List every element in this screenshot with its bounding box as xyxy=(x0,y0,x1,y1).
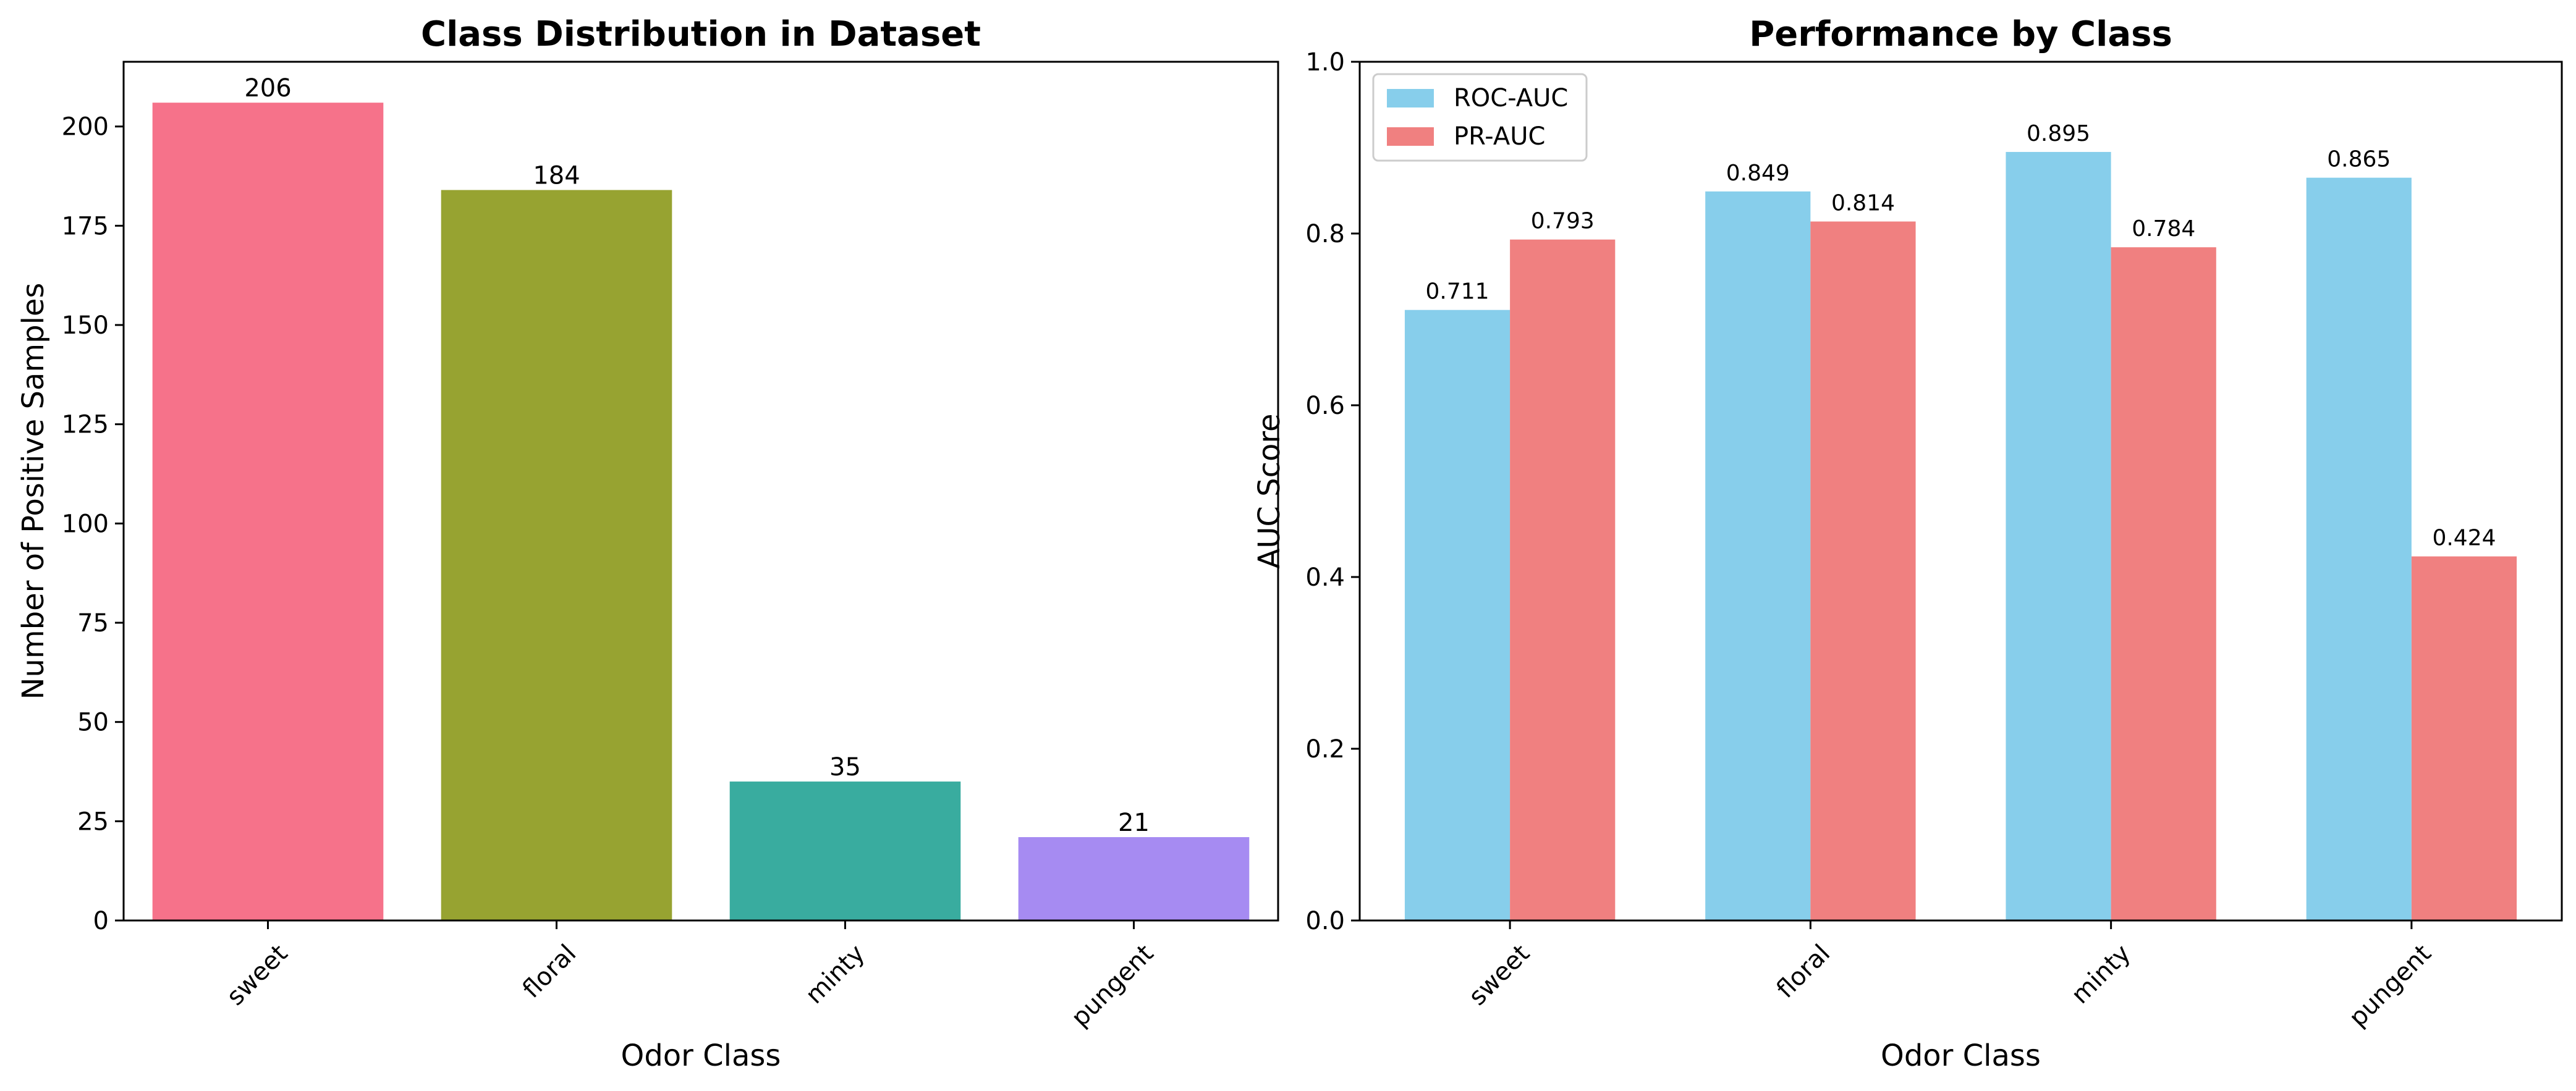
bar-roc-auc-floral xyxy=(1705,191,1811,920)
bar-roc-auc-minty xyxy=(2006,151,2111,921)
y-tick-label: 1.0 xyxy=(1305,48,1345,77)
y-tick-label: 0.4 xyxy=(1305,563,1345,592)
x-tick-label-minty: minty xyxy=(2066,939,2137,1009)
x-tick-label-sweet: sweet xyxy=(221,939,293,1011)
y-tick-label: 0.0 xyxy=(1305,907,1345,935)
x-tick-label-pungent: pungent xyxy=(1066,939,1159,1032)
bar-sweet xyxy=(152,103,384,921)
data-label-pr-auc-minty: 0.784 xyxy=(2132,216,2195,242)
performance-by-class-chart: 0.711 0.849 0.895 0.865 0.793 0.814 0.784 0.424… xyxy=(1252,14,2563,1073)
plot-frame xyxy=(1358,61,2563,922)
x-tick-label-floral: floral xyxy=(517,939,582,1003)
data-label-roc-auc-floral: 0.849 xyxy=(1726,161,1790,186)
data-label-pr-auc-pungent: 0.424 xyxy=(2432,526,2496,551)
bar-pr-auc-minty xyxy=(2111,247,2216,920)
bar-pr-auc-pungent xyxy=(2411,556,2517,920)
y-tick-label: 50 xyxy=(77,709,109,737)
data-label-sweet: 206 xyxy=(244,74,291,103)
data-label-roc-auc-sweet: 0.711 xyxy=(1426,279,1489,305)
y-tick-label: 0.2 xyxy=(1305,735,1345,764)
bar-roc-auc-pungent xyxy=(2306,177,2412,920)
y-tick-label: 0.8 xyxy=(1305,220,1345,248)
y-tick-label: 100 xyxy=(62,510,109,538)
bar-minty xyxy=(729,781,961,920)
y-tick-label: 0 xyxy=(93,907,109,935)
x-tick-label-minty: minty xyxy=(800,939,871,1009)
data-label-pr-auc-sweet: 0.793 xyxy=(1531,209,1595,234)
y-tick-label: 175 xyxy=(62,212,109,240)
legend: ROC-AUC PR-AUC xyxy=(1372,73,1588,162)
legend-label-pr-auc: PR-AUC xyxy=(1454,122,1545,151)
bar-pr-auc-sweet xyxy=(1510,239,1616,921)
y-tick-label: 25 xyxy=(77,807,109,836)
bar-roc-auc-sweet xyxy=(1404,310,1510,921)
data-label-pungent: 21 xyxy=(1118,809,1150,837)
y-axis-label: AUC Score xyxy=(1252,413,1287,568)
y-tick-label: 75 xyxy=(77,609,109,638)
legend-swatch-roc-auc xyxy=(1387,89,1434,107)
data-label-pr-auc-floral: 0.814 xyxy=(1831,191,1895,216)
chart-title: Class Distribution in Dataset xyxy=(421,14,981,54)
bar-pr-auc-floral xyxy=(1810,221,1916,920)
legend-swatch-pr-auc xyxy=(1387,127,1434,146)
data-label-roc-auc-pungent: 0.865 xyxy=(2327,147,2391,172)
x-axis-label: Odor Class xyxy=(1881,1038,2041,1073)
chart-title: Performance by Class xyxy=(1749,14,2172,54)
y-tick-label: 150 xyxy=(62,311,109,340)
data-label-floral: 184 xyxy=(533,162,580,190)
class-distribution-chart: 206 184 35 21 0 25 50 75 100 125 150 175 200 sweet flo… xyxy=(16,14,1279,1073)
x-axis-label: Odor Class xyxy=(621,1038,781,1073)
data-label-minty: 35 xyxy=(829,753,861,781)
plot-frame xyxy=(122,61,1279,922)
y-tick-label: 125 xyxy=(62,411,109,439)
legend-label-roc-auc: ROC-AUC xyxy=(1454,84,1568,112)
x-tick-label-sweet: sweet xyxy=(1464,939,1535,1011)
bar-pungent xyxy=(1018,837,1250,920)
x-tick-label-pungent: pungent xyxy=(2344,939,2437,1032)
bar-floral xyxy=(441,190,672,920)
data-label-roc-auc-minty: 0.895 xyxy=(2027,121,2090,146)
y-tick-label: 200 xyxy=(62,113,109,141)
x-tick-label-floral: floral xyxy=(1771,939,1836,1003)
y-tick-label: 0.6 xyxy=(1305,392,1345,420)
y-axis-label: Number of Positive Samples xyxy=(16,283,51,700)
